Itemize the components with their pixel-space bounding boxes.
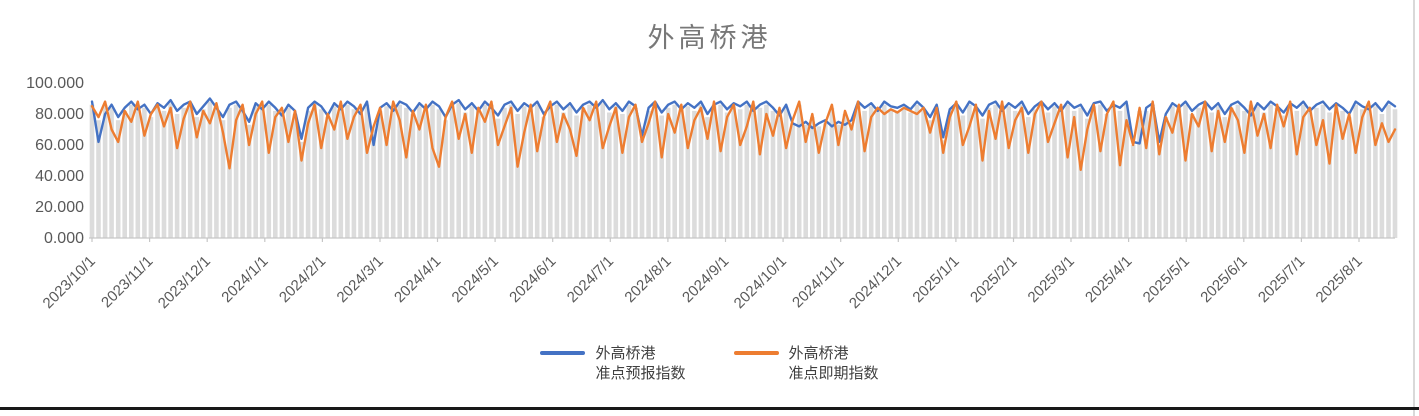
legend: 外高桥港 准点预报指数 外高桥港 准点即期指数 [0, 344, 1419, 384]
svg-text:2024/11/1: 2024/11/1 [789, 253, 847, 311]
spot-index-line[interactable] [90, 100, 1397, 171]
svg-text:2025/2/1: 2025/2/1 [967, 253, 1020, 306]
window-bottom-border [0, 407, 1419, 410]
svg-text:2025/4/1: 2025/4/1 [1082, 253, 1135, 306]
legend-label-forecast-line1: 外高桥港 [595, 345, 656, 362]
forecast-line-swatch [540, 351, 586, 355]
legend-label-forecast-line2: 准点预报指数 [595, 365, 686, 382]
spot-line-swatch [733, 351, 779, 355]
svg-text:2023/12/1: 2023/12/1 [155, 253, 214, 312]
svg-text:100.000: 100.000 [26, 75, 84, 92]
svg-text:2025/3/1: 2025/3/1 [1025, 253, 1078, 306]
svg-text:2025/8/1: 2025/8/1 [1313, 253, 1366, 306]
svg-text:20.000: 20.000 [35, 199, 84, 216]
svg-text:2025/1/1: 2025/1/1 [909, 253, 962, 306]
chart-title: 外高桥港 [647, 23, 772, 53]
legend-item-spot-index[interactable]: 外高桥港 准点即期指数 [733, 344, 879, 384]
legend-item-forecast-index[interactable]: 外高桥港 准点预报指数 [540, 344, 686, 384]
svg-text:2024/12/1: 2024/12/1 [846, 253, 905, 312]
x-axis [89, 237, 1395, 242]
svg-text:2025/5/1: 2025/5/1 [1140, 253, 1193, 306]
svg-text:0.000: 0.000 [44, 230, 84, 247]
svg-text:40.000: 40.000 [35, 168, 84, 185]
svg-text:2024/8/1: 2024/8/1 [621, 253, 674, 306]
svg-text:2024/2/1: 2024/2/1 [276, 253, 329, 306]
svg-text:2024/5/1: 2024/5/1 [449, 253, 502, 306]
svg-text:2024/7/1: 2024/7/1 [564, 253, 617, 306]
svg-text:60.000: 60.000 [35, 137, 84, 154]
svg-text:2024/10/1: 2024/10/1 [731, 253, 790, 312]
drop-line-bars [89, 101, 1398, 239]
svg-text:2024/4/1: 2024/4/1 [391, 253, 444, 306]
legend-label-spot-line2: 准点即期指数 [788, 365, 879, 382]
svg-text:80.000: 80.000 [35, 106, 84, 123]
legend-label-spot-line1: 外高桥港 [788, 345, 849, 362]
svg-text:2023/11/1: 2023/11/1 [98, 253, 156, 311]
svg-text:2024/9/1: 2024/9/1 [679, 253, 732, 306]
svg-text:2024/6/1: 2024/6/1 [506, 253, 559, 306]
svg-text:2025/7/1: 2025/7/1 [1255, 253, 1308, 306]
y-tick-labels: 100.000 80.000 60.000 40.000 20.000 0.000 [26, 75, 84, 247]
svg-text:2024/1/1: 2024/1/1 [218, 253, 271, 306]
svg-text:2023/10/1: 2023/10/1 [40, 253, 99, 312]
svg-text:2025/6/1: 2025/6/1 [1197, 253, 1250, 306]
pane-border-right [1413, 0, 1415, 416]
svg-text:2024/3/1: 2024/3/1 [334, 253, 387, 306]
